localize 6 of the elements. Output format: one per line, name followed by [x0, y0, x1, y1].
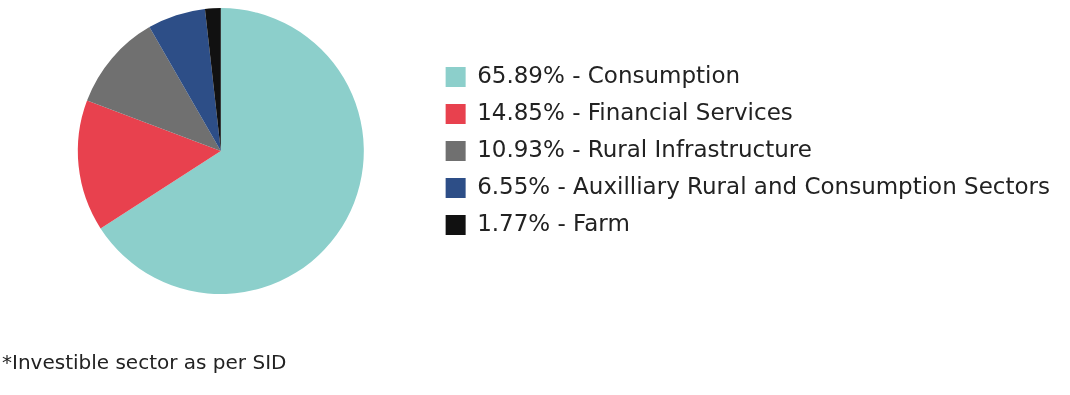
legend-label: 65.89% - Consumption	[477, 61, 741, 88]
legend-label: 6.55% - Auxilliary Rural and Consumption Sectors	[477, 172, 1051, 199]
legend-label: 10.93% - Rural Infrastructure	[477, 135, 812, 162]
legend-label: 1.77% - Farm	[477, 209, 630, 236]
text: *Investible sector as per SID	[2, 350, 287, 374]
legend-label: 14.85% - Financial Services	[477, 98, 793, 125]
